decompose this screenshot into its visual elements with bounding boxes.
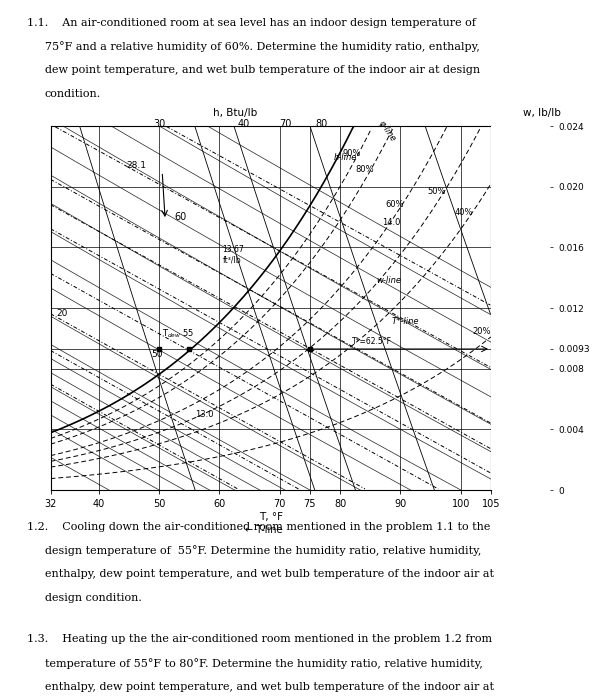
Text: h, Btu/lb: h, Btu/lb bbox=[214, 108, 258, 118]
Text: enthalpy, dew point temperature, and wet bulb temperature of the indoor air at: enthalpy, dew point temperature, and wet… bbox=[45, 569, 494, 579]
Text: h-line: h-line bbox=[334, 153, 358, 162]
Text: T*=62.5°F: T*=62.5°F bbox=[352, 337, 392, 346]
Text: enthalpy, dew point temperature, and wet bulb temperature of the indoor air at: enthalpy, dew point temperature, and wet… bbox=[45, 682, 494, 692]
Text: T$_{dew}$ 55: T$_{dew}$ 55 bbox=[162, 328, 195, 340]
Text: w-line: w-line bbox=[376, 276, 401, 285]
Text: 80: 80 bbox=[316, 119, 328, 129]
Text: 1.2.    Cooling down the air-conditioned room mentioned in the problem 1.1 to th: 1.2. Cooling down the air-conditioned ro… bbox=[27, 522, 490, 531]
Text: 1.1.    An air-conditioned room at sea level has an indoor design temperature of: 1.1. An air-conditioned room at sea leve… bbox=[27, 18, 475, 27]
Text: 13.0: 13.0 bbox=[195, 410, 214, 419]
Text: 40: 40 bbox=[237, 119, 250, 129]
Text: φ-line: φ-line bbox=[376, 119, 397, 144]
Text: ← T-line: ← T-line bbox=[245, 524, 283, 535]
Text: 75°F and a relative humidity of 60%. Determine the humidity ratio, enthalpy,: 75°F and a relative humidity of 60%. Det… bbox=[45, 41, 480, 52]
Text: temperature of 55°F to 80°F. Determine the humidity ratio, relative humidity,: temperature of 55°F to 80°F. Determine t… bbox=[45, 658, 483, 669]
Text: 13.67
ft³/lb: 13.67 ft³/lb bbox=[223, 245, 244, 265]
Text: 20%: 20% bbox=[472, 328, 491, 337]
Text: 50: 50 bbox=[152, 350, 163, 359]
Text: 90%: 90% bbox=[343, 148, 361, 158]
Text: 70: 70 bbox=[280, 119, 292, 129]
Text: 60: 60 bbox=[174, 212, 186, 222]
Text: 28.1: 28.1 bbox=[126, 162, 146, 171]
Text: 20: 20 bbox=[57, 309, 68, 318]
Text: w, lb/lb: w, lb/lb bbox=[522, 108, 560, 118]
Text: 50%: 50% bbox=[427, 187, 446, 196]
Text: design temperature of  55°F. Determine the humidity ratio, relative humidity,: design temperature of 55°F. Determine th… bbox=[45, 545, 481, 557]
Text: 80%: 80% bbox=[355, 164, 374, 174]
Text: 40%: 40% bbox=[455, 209, 473, 217]
Text: design condition.: design condition. bbox=[45, 593, 142, 603]
Text: 14.0: 14.0 bbox=[382, 218, 400, 227]
Text: dew point temperature, and wet bulb temperature of the indoor air at design: dew point temperature, and wet bulb temp… bbox=[45, 65, 480, 75]
Text: 30: 30 bbox=[153, 119, 165, 129]
X-axis label: T, °F: T, °F bbox=[259, 512, 283, 522]
Text: 60%: 60% bbox=[385, 200, 403, 209]
Text: condition.: condition. bbox=[45, 89, 101, 99]
Text: 1.3.    Heating up the the air-conditioned room mentioned in the problem 1.2 fro: 1.3. Heating up the the air-conditioned … bbox=[27, 634, 492, 644]
Text: T*-line: T*-line bbox=[392, 317, 419, 326]
